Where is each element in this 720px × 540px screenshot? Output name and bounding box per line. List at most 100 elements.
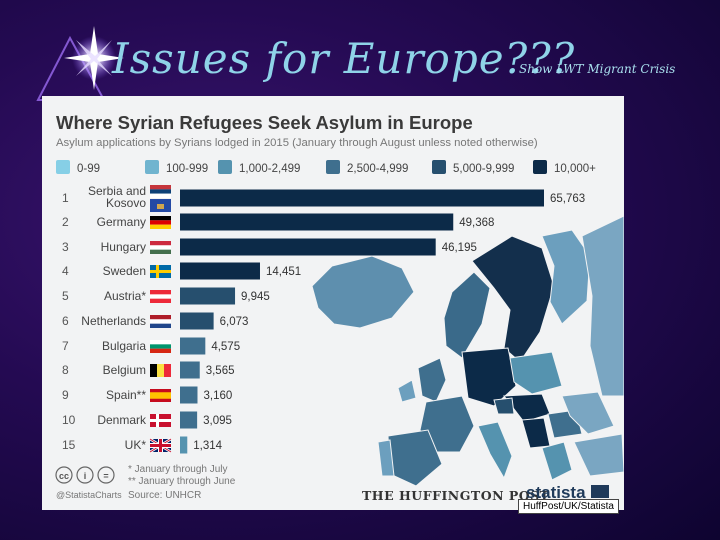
- chart-title: Where Syrian Refugees Seek Asylum in Eur…: [56, 112, 473, 133]
- flag-spain-icon: [150, 389, 171, 402]
- bar-row: 6 Netherlands 6,073: [62, 312, 249, 330]
- bar: [180, 189, 544, 207]
- flag-serbia-icon: [150, 185, 171, 198]
- license-0-icon: [55, 466, 73, 484]
- bar-row: 3 Hungary 46,195: [62, 238, 477, 256]
- license-glyph: cc: [59, 471, 69, 481]
- map-serbia: [521, 417, 551, 449]
- bar-row: 10 Denmark 3,095: [62, 411, 232, 429]
- flag-germany-icon: [150, 216, 171, 229]
- map-france: [419, 395, 475, 453]
- map-sweden: [471, 235, 555, 363]
- sparkle-star-icon: [24, 20, 124, 111]
- row-country: Germany: [97, 215, 146, 229]
- license-glyph: i: [84, 471, 87, 481]
- row-country: Kosovo: [106, 196, 146, 210]
- row-rank: 2: [62, 215, 69, 229]
- bar-value-label: 49,368: [459, 217, 494, 229]
- map-turkey: [573, 433, 624, 477]
- chart-panel: Where Syrian Refugees Seek Asylum in Eur…: [42, 96, 624, 510]
- map-finland: [541, 229, 591, 325]
- flag-hungary-icon: [150, 241, 171, 254]
- row-rank: 6: [62, 314, 69, 328]
- footnote-2: ** January through June: [128, 476, 236, 487]
- image-credit: HuffPost/UK/Statista: [518, 499, 619, 514]
- row-country: Austria*: [104, 289, 146, 303]
- bar-value-label: 3,095: [203, 415, 232, 427]
- bar: [180, 361, 200, 379]
- footnote-1: * January through July: [128, 464, 228, 475]
- row-country: Denmark: [97, 413, 147, 427]
- bar: [180, 213, 454, 231]
- legend-swatch-0: [56, 160, 70, 174]
- row-rank: 7: [62, 339, 69, 353]
- flag-denmark-icon: [150, 414, 171, 427]
- flag-austria-icon: [150, 290, 171, 303]
- map-ukraine: [561, 391, 615, 435]
- europe-map: [311, 215, 624, 487]
- row-country: Bulgaria: [102, 339, 146, 353]
- bar-value-label: 9,945: [241, 291, 270, 303]
- row-rank: 9: [62, 388, 69, 402]
- legend-swatch-1: [145, 160, 159, 174]
- license-1-icon: [76, 466, 94, 484]
- row-rank: 15: [62, 438, 76, 452]
- row-country: Belgium: [103, 363, 146, 377]
- legend-label-4: 5,000-9,999: [453, 163, 514, 175]
- bar-row: 4 Sweden 14,451: [62, 262, 301, 280]
- bar-value-label: 1,314: [193, 440, 222, 452]
- license-2-icon: [97, 466, 115, 484]
- map-poland: [509, 351, 563, 395]
- license-icons: cc i =: [55, 466, 115, 484]
- row-rank: 1: [62, 191, 69, 205]
- bar-value-label: 3,565: [206, 365, 235, 377]
- statista-mark-icon: [591, 485, 609, 498]
- row-country: Serbia and: [88, 184, 146, 198]
- legend-swatch-3: [326, 160, 340, 174]
- map-russia: [581, 215, 624, 397]
- bar: [180, 262, 260, 280]
- statista-handle: @StatistaCharts: [56, 490, 122, 500]
- legend-swatch-2: [218, 160, 232, 174]
- chart-subtitle: Asylum applications by Syrians lodged in…: [56, 137, 538, 149]
- slide-subtitle: Show LWT Migrant Crisis: [519, 62, 676, 76]
- flag-kosovo-icon: [150, 199, 171, 212]
- bar-row: 8 Belgium 3,565: [62, 361, 235, 379]
- bar: [180, 386, 198, 404]
- bar-row: 2 Germany 49,368: [62, 213, 494, 231]
- row-country: Hungary: [101, 240, 146, 254]
- flag-uk-icon: [149, 437, 172, 454]
- legend-label-1: 100-999: [166, 163, 208, 175]
- row-rank: 10: [62, 413, 76, 427]
- row-rank: 5: [62, 289, 69, 303]
- bar: [180, 287, 236, 305]
- publisher-logo: THE HUFFINGTON POST: [362, 488, 550, 503]
- row-country: UK*: [125, 438, 147, 452]
- flag-netherlands-icon: [150, 315, 171, 328]
- chart: Where Syrian Refugees Seek Asylum in Eur…: [55, 112, 624, 503]
- row-rank: 4: [62, 264, 69, 278]
- map-ireland: [397, 379, 417, 403]
- statista-logo: statista: [526, 483, 586, 502]
- bar-value-label: 65,763: [550, 193, 585, 205]
- slide-title: Issues for Europe???: [112, 34, 576, 83]
- bar: [180, 312, 214, 330]
- bar-row: 15 UK* 1,314: [62, 436, 223, 454]
- map-greece: [541, 441, 573, 481]
- legend-label-2: 1,000-2,499: [239, 163, 300, 175]
- map-norway: [443, 271, 491, 359]
- bar-value-label: 3,160: [203, 390, 232, 402]
- bar-value-label: 6,073: [220, 316, 249, 328]
- map-austria: [493, 397, 515, 415]
- bar: [180, 238, 436, 256]
- row-rank: 3: [62, 240, 69, 254]
- map-uk: [417, 357, 447, 403]
- flag-belgium-icon: [150, 364, 171, 377]
- legend-label-5: 10,000+: [554, 163, 596, 175]
- flag-bulgaria-icon: [150, 340, 171, 353]
- bar: [180, 337, 206, 355]
- bar-value-label: 14,451: [266, 266, 301, 278]
- legend-swatch-4: [432, 160, 446, 174]
- legend-swatch-5: [533, 160, 547, 174]
